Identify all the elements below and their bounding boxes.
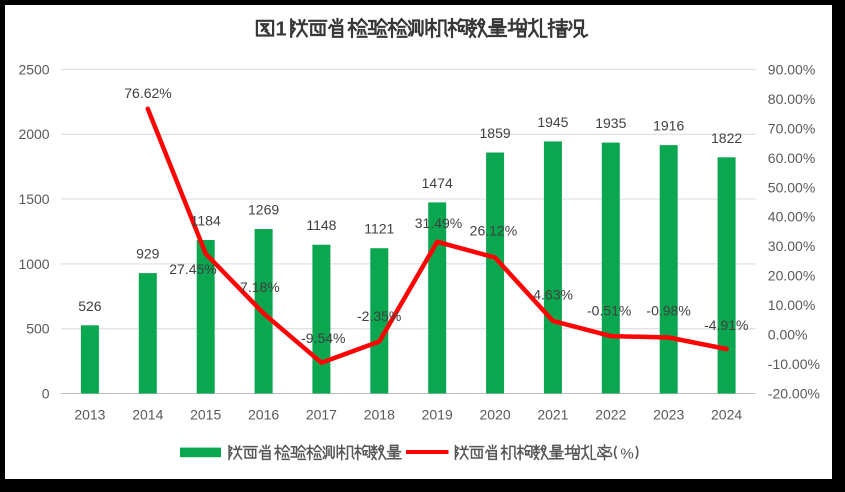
svg-text:%: % — [620, 445, 633, 462]
svg-text:2022: 2022 — [595, 407, 626, 423]
svg-text:70.00%: 70.00% — [768, 120, 815, 136]
svg-text:10.00%: 10.00% — [768, 297, 815, 313]
svg-text:2015: 2015 — [190, 407, 221, 423]
svg-text:1148: 1148 — [306, 217, 336, 233]
svg-text:1500: 1500 — [18, 191, 49, 207]
svg-text:0.00%: 0.00% — [768, 327, 808, 343]
svg-text:1474: 1474 — [422, 175, 453, 191]
svg-text:50.00%: 50.00% — [768, 179, 815, 195]
svg-text:60.00%: 60.00% — [768, 150, 815, 166]
svg-text:1269: 1269 — [248, 202, 279, 218]
svg-text:2014: 2014 — [132, 407, 163, 423]
svg-text:-0.51%: -0.51% — [587, 303, 631, 319]
svg-text:929: 929 — [136, 246, 160, 262]
svg-text:30.00%: 30.00% — [768, 238, 815, 254]
svg-text:76.62%: 76.62% — [124, 85, 171, 101]
svg-text:1: 1 — [275, 19, 286, 41]
svg-text:2016: 2016 — [248, 407, 279, 423]
svg-text:-4.91%: -4.91% — [704, 317, 748, 333]
svg-text:1121: 1121 — [364, 221, 394, 237]
svg-text:2021: 2021 — [537, 407, 568, 423]
svg-text:2017: 2017 — [306, 407, 337, 423]
svg-text:-9.54%: -9.54% — [301, 330, 345, 346]
svg-text:-10.00%: -10.00% — [768, 356, 820, 372]
svg-text:2019: 2019 — [422, 407, 453, 423]
svg-text:526: 526 — [78, 298, 102, 314]
svg-text:40.00%: 40.00% — [768, 209, 815, 225]
svg-text:1945: 1945 — [537, 114, 568, 130]
svg-text:80.00%: 80.00% — [768, 91, 815, 107]
svg-text:4.63%: 4.63% — [533, 286, 573, 302]
svg-text:1859: 1859 — [480, 125, 511, 141]
svg-text:-2.35%: -2.35% — [357, 308, 401, 324]
svg-text:90.00%: 90.00% — [768, 61, 815, 77]
svg-text:2024: 2024 — [711, 407, 742, 423]
svg-text:20.00%: 20.00% — [768, 268, 815, 284]
svg-text:2020: 2020 — [480, 407, 511, 423]
svg-text:1000: 1000 — [18, 256, 49, 272]
svg-text:1184: 1184 — [191, 213, 221, 229]
svg-text:31.49%: 31.49% — [415, 215, 462, 231]
svg-text:1916: 1916 — [653, 118, 684, 134]
svg-text:7.18%: 7.18% — [240, 279, 280, 295]
svg-text:27.45%: 27.45% — [169, 261, 216, 277]
svg-text:2023: 2023 — [653, 407, 684, 423]
svg-text:2013: 2013 — [74, 407, 105, 423]
svg-text:1935: 1935 — [595, 115, 626, 131]
svg-text:1822: 1822 — [711, 130, 742, 146]
svg-text:-20.00%: -20.00% — [768, 386, 820, 402]
svg-text:2500: 2500 — [18, 61, 49, 77]
svg-text:-0.98%: -0.98% — [646, 303, 690, 319]
svg-text:26.12%: 26.12% — [470, 223, 517, 239]
svg-text:0: 0 — [42, 386, 50, 402]
svg-text:500: 500 — [26, 321, 50, 337]
svg-text:2018: 2018 — [364, 407, 395, 423]
svg-text:2000: 2000 — [18, 126, 49, 142]
